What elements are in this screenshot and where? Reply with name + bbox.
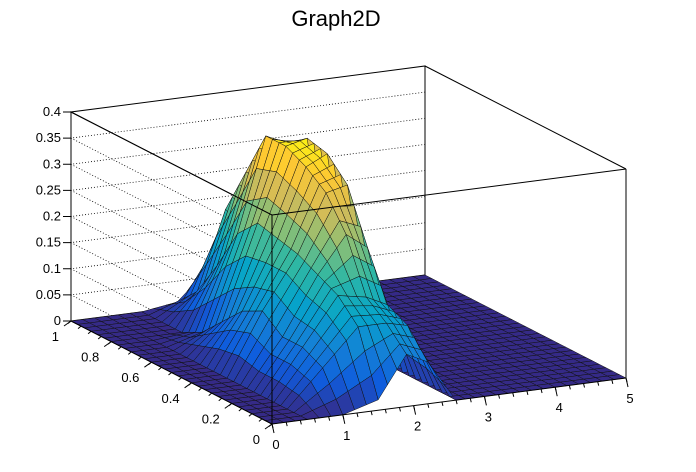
x-minor-tick [568,385,571,390]
y-minor-tick [127,351,132,355]
z-tick-label: 0.15 [36,235,61,250]
chart-title: Graph2D [291,6,380,31]
x-minor-tick [540,388,543,394]
y-minor-tick [148,361,152,366]
x-minor-tick [356,412,359,418]
left-top-edge [70,111,273,216]
y-minor-tick [107,341,112,345]
y-minor-tick [258,418,263,422]
y-tick-label: 0.6 [121,370,139,385]
bounding-box-front [70,65,627,424]
surface-mesh [70,135,627,425]
front-top-edge [271,168,627,216]
x-minor-tick [271,423,274,429]
z-tick-label: 0.25 [36,182,61,197]
y-minor-tick [168,372,172,376]
y-minor-tick [268,423,273,427]
x-minor-tick [413,405,416,410]
x-minor-tick [285,422,288,427]
z-tick-label: 0.4 [43,104,61,119]
y-tick-label: 0 [253,432,260,447]
y-minor-tick [117,346,122,350]
z-tick-label: 0 [54,313,61,328]
x-minor-tick [611,379,614,384]
y-minor-tick [188,382,192,386]
x-minor-tick [455,399,458,405]
right-top-edge [424,65,627,170]
y-minor-tick [67,320,72,324]
y-minor-tick [178,377,182,381]
y-minor-tick [87,330,92,335]
x-tick-label: 0 [272,437,279,452]
x-minor-tick [313,418,316,423]
y-minor-tick [218,397,223,402]
x-tick-label: 1 [343,428,350,443]
x-minor-tick [328,416,331,421]
y-minor-tick [77,325,82,330]
z-tick-label: 0.35 [36,130,61,145]
x-minor-tick [398,407,401,412]
x-minor-tick [342,414,345,419]
x-minor-tick [483,396,486,401]
y-minor-tick [198,387,202,391]
x-minor-tick [384,409,387,414]
z-tick-label: 0.3 [43,156,61,171]
x-minor-tick [498,394,501,399]
x-minor-tick [370,410,373,416]
y-minor-tick [208,392,213,396]
y-minor-tick [228,403,233,407]
x-minor-tick [597,381,600,386]
x-axis-line [271,377,627,425]
y-tick-label: 1 [52,329,59,344]
y-minor-tick [238,408,243,412]
y-minor-tick [97,336,102,340]
x-minor-tick [441,401,444,407]
x-minor-tick [427,403,430,408]
x-tick-label: 3 [485,409,492,424]
x-tick-label: 4 [556,400,563,415]
x-minor-tick [583,383,586,388]
y-tick-label: 0.8 [81,350,99,365]
y-tick-label: 0.4 [162,391,180,406]
x-tick-label: 2 [414,419,421,434]
z-tick-label: 0.2 [43,209,61,224]
z-tick-label: 0.05 [36,287,61,302]
x-minor-tick [526,390,529,396]
y-minor-tick [158,366,162,371]
x-minor-tick [469,398,472,403]
y-minor-tick [138,356,142,360]
x-minor-tick [554,387,557,392]
x-tick-label: 5 [626,391,633,406]
x-minor-tick [299,420,302,425]
y-tick-label: 0.2 [202,411,220,426]
x-minor-tick [512,392,515,397]
x-minor-tick [625,377,628,383]
axes: 0 0.05 0.1 0.15 0.2 0.25 0.3 0.35 0.4 0 0.2 0.4 0.6 0… [36,104,634,452]
y-minor-tick [248,413,253,417]
z-tick-label: 0.1 [43,261,61,276]
